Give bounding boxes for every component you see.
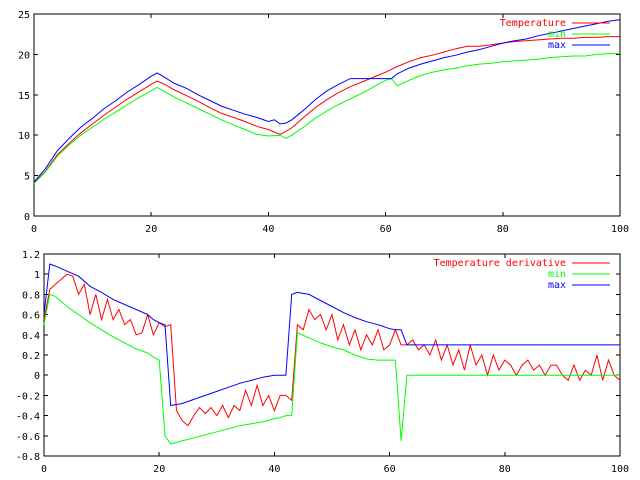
plot-frame [43, 253, 621, 457]
y-tick-label: 5 [24, 172, 30, 183]
x-tick-label: 100 [611, 464, 629, 475]
x-tick-label: 40 [262, 224, 274, 235]
x-tick-label: 40 [268, 464, 280, 475]
legend-label: min [548, 269, 566, 280]
y-tick-label: -0.4 [16, 412, 40, 423]
y-tick-label: 1.2 [22, 250, 40, 261]
y-tick-label: 0.8 [22, 290, 40, 301]
series-line-temperature-derivative [43, 273, 621, 427]
y-tick-label: 0 [34, 371, 40, 382]
series-line-max [43, 263, 620, 407]
series-line-max [33, 19, 621, 183]
x-tick-label: 0 [41, 464, 47, 475]
y-tick-label: 25 [18, 10, 30, 21]
y-tick-label: -0.2 [16, 391, 40, 402]
temperature-derivative-chart: 0 20 40 60 80 100 -0.8 -0.6 -0.4 -0.2 0 0.2 0.4 0.6 0.… [16, 250, 629, 475]
x-tick-label: 100 [611, 224, 629, 235]
y-tick-label: 0.4 [22, 331, 40, 342]
legend-label: min [548, 29, 566, 40]
y-tick-label: 0 [24, 212, 30, 223]
y-tick-label: -0.8 [16, 452, 40, 463]
x-tick-label: 20 [153, 464, 165, 475]
x-tick-label: 60 [384, 464, 396, 475]
x-tick-label: 80 [499, 464, 511, 475]
legend-label: Temperature [500, 18, 566, 29]
y-tick-label: 0.2 [22, 351, 40, 362]
series-line-min [43, 293, 620, 445]
y-tick-label: 15 [18, 91, 30, 102]
y-tick-label: -0.6 [16, 432, 40, 443]
x-tick-label: 20 [145, 224, 157, 235]
legend-label: max [548, 40, 566, 51]
legend-label: Temperature derivative [434, 258, 566, 269]
legend-label: max [548, 280, 566, 291]
x-tick-label: 60 [380, 224, 392, 235]
y-tick-label: 10 [18, 131, 30, 142]
series-line-min [33, 53, 620, 185]
x-tick-label: 0 [31, 224, 37, 235]
y-tick-label: 0.6 [22, 311, 40, 322]
y-tick-label: 1 [34, 270, 40, 281]
x-tick-label: 80 [497, 224, 509, 235]
plot-frame [33, 13, 621, 217]
series-line-temperature [33, 36, 620, 184]
y-tick-label: 20 [18, 50, 30, 61]
